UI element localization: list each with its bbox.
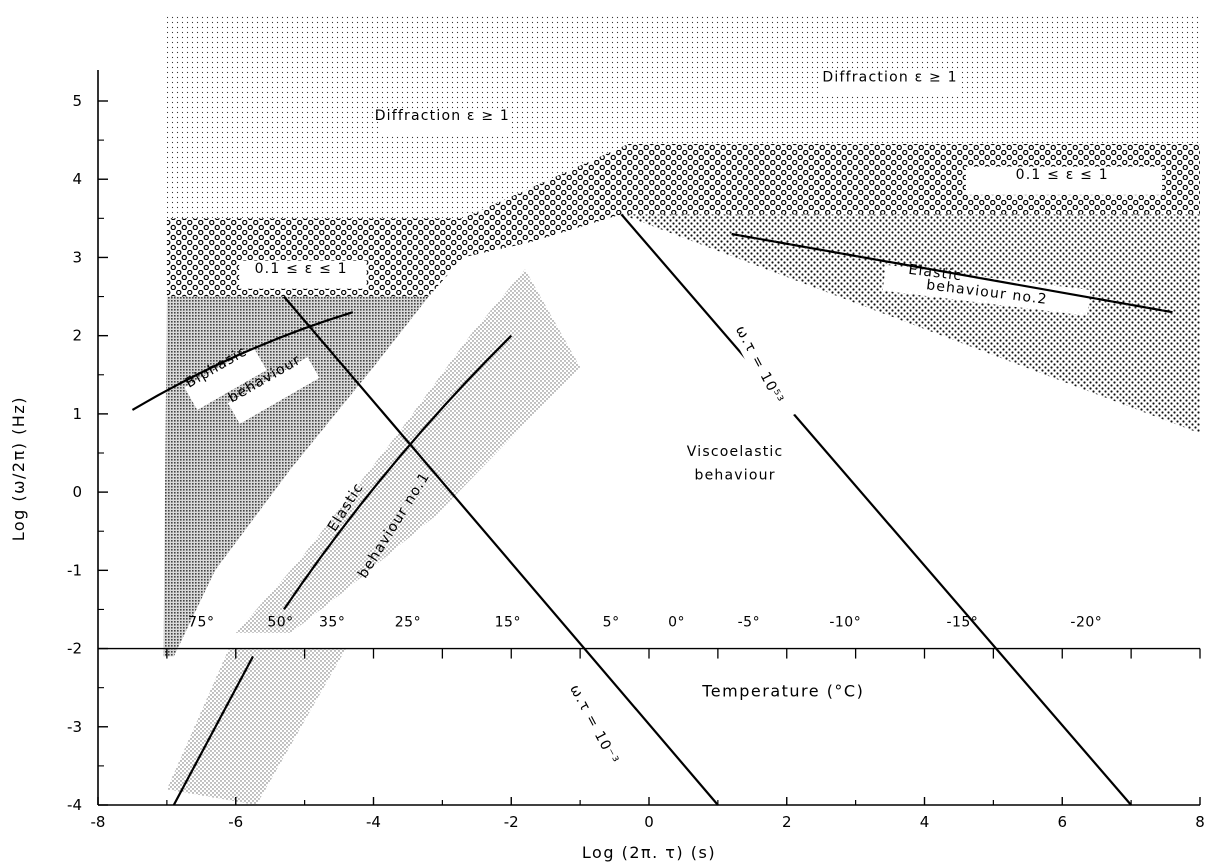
diffraction-right-box — [821, 71, 959, 97]
y-tick-label: 0 — [72, 483, 82, 501]
x-tick-label: -4 — [366, 813, 381, 831]
x-tick-label: -8 — [91, 813, 106, 831]
temperature-label: 15° — [495, 615, 521, 631]
y-tick-label: -4 — [67, 796, 82, 814]
x-axis-title: Log (2π. τ) (s) — [582, 843, 716, 862]
elastic-no1-lower-region — [166, 648, 346, 805]
y-tick-label: 3 — [72, 248, 82, 266]
epsilon-left-box — [239, 260, 367, 289]
y-tick-label: -3 — [67, 718, 82, 736]
x-tick-label: -2 — [504, 813, 519, 831]
line-label-box — [722, 306, 799, 423]
biphasic-box — [184, 347, 267, 410]
y-tick-label: 1 — [72, 405, 82, 423]
diffraction-left-box — [380, 108, 512, 134]
temperature-label: -15° — [946, 615, 978, 631]
line-label: ω.τ = 10⁻³ — [566, 682, 621, 767]
regions-layer — [163, 15, 1200, 805]
temperature-label: 25° — [395, 615, 421, 631]
temperature-label: 35° — [319, 615, 345, 631]
biphasic-curve — [131, 311, 354, 411]
x-tick-label: 4 — [920, 813, 930, 831]
line-wt-1e-3 — [283, 295, 719, 806]
region-label: Diffraction ε ≥ 1 — [822, 69, 957, 85]
y-tick-label: 5 — [72, 92, 82, 110]
region-label: Diffraction ε ≥ 1 — [375, 108, 510, 124]
x-tick-label: -6 — [228, 813, 243, 831]
region-label: Elastic — [907, 262, 963, 284]
region-label: Viscoelastic — [687, 444, 784, 460]
y-tick-label: 4 — [72, 170, 82, 188]
y-tick-label: -2 — [67, 640, 82, 658]
x-tick-label: 6 — [1057, 813, 1067, 831]
y-tick-label: -1 — [67, 561, 82, 579]
temperature-label: 50° — [267, 615, 293, 631]
elastic-no2-region — [621, 214, 1200, 434]
temperature-label: -10° — [829, 615, 861, 631]
elastic-no2-curve — [731, 232, 1173, 314]
temperature-label: 75° — [188, 615, 214, 631]
elastic-no1-curve — [283, 334, 513, 611]
elastic2-box — [882, 264, 1091, 316]
lines-layer — [131, 213, 1173, 806]
biphasic-behaviour-box — [227, 357, 320, 424]
line-label: ω.τ = 10⁵³ — [732, 323, 787, 407]
x-tick-label: 8 — [1195, 813, 1205, 831]
elastic-no1-region — [235, 269, 581, 633]
lower-curve — [172, 655, 254, 806]
temperature-axis-title: Temperature (°C) — [701, 682, 864, 701]
epsilon-right-box — [965, 166, 1163, 195]
x-tick-label: 2 — [782, 813, 792, 831]
temperature-label: 5° — [603, 615, 620, 631]
region-label: behaviour — [695, 468, 776, 484]
y-axis-title: Log (ω/2π) (Hz) — [9, 396, 28, 541]
temperature-label: -20° — [1070, 615, 1102, 631]
x-tick-label: 0 — [644, 813, 654, 831]
region-label: 0.1 ≤ ε ≤ 1 — [255, 261, 348, 277]
temperature-label: -5° — [738, 615, 760, 631]
line-label-box — [556, 666, 633, 783]
region-label: 0.1 ≤ ε ≤ 1 — [1016, 167, 1109, 183]
diffraction-region — [166, 15, 1200, 219]
axes-layer: -8 -6 -4 -2 0 2 4 6 8 -4 -3 -2 -1 0 1 2 3 4 5 — [67, 70, 1205, 831]
small-epsilon-region — [166, 144, 1200, 297]
y-tick-label: 2 — [72, 327, 82, 345]
temperature-label: 0° — [668, 615, 685, 631]
line-wt-1e3 — [620, 213, 1132, 806]
